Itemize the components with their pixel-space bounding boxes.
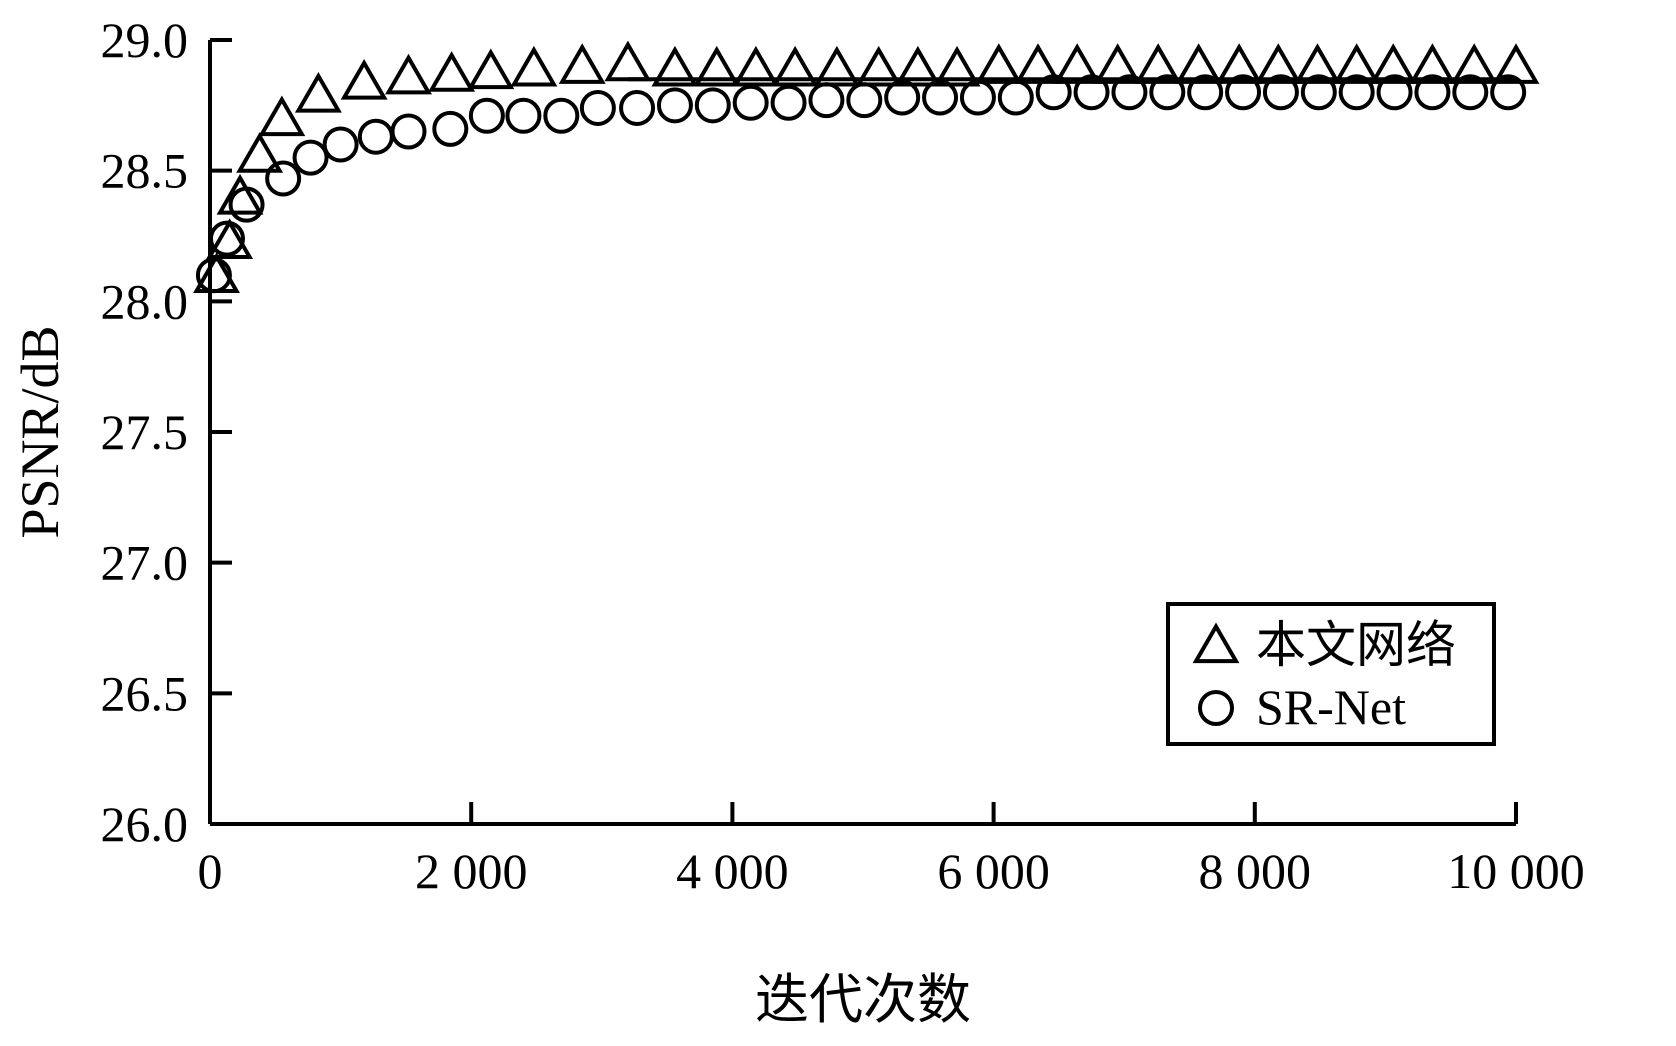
circle-point xyxy=(543,97,580,134)
triangle-point xyxy=(975,43,1023,84)
x-tick-label: 4 000 xyxy=(676,843,789,899)
x-ticks: 0 2 000 4 000 6 000 8 000 10 000 xyxy=(198,802,1585,899)
triangle-point xyxy=(1408,43,1456,84)
triangle-point xyxy=(732,45,780,87)
triangle-point xyxy=(236,132,284,173)
triangle-point xyxy=(216,173,264,215)
triangle-point xyxy=(1492,43,1540,84)
circle-point xyxy=(265,160,302,197)
circle-point xyxy=(505,97,542,134)
circle-point xyxy=(390,113,427,150)
triangle-point xyxy=(933,45,981,87)
triangle-point xyxy=(604,40,652,82)
circle-point xyxy=(846,82,883,119)
legend-triangle-marker xyxy=(1192,622,1240,664)
triangle-point xyxy=(428,51,476,92)
x-tick-label: 6 000 xyxy=(937,843,1050,899)
triangle-point xyxy=(1294,43,1341,84)
y-tick-label: 26.0 xyxy=(101,796,189,852)
triangle-point xyxy=(651,45,699,87)
circle-point xyxy=(1149,74,1186,111)
axes: 26.0 26.5 27.0 27.5 28.0 28.5 29.0 0 2 000 4 000… xyxy=(101,12,1585,899)
circle-point xyxy=(432,110,469,147)
y-tick-label: 26.5 xyxy=(101,665,189,721)
circle-point xyxy=(357,118,394,155)
triangle-point xyxy=(467,48,515,90)
triangle-point xyxy=(771,45,819,87)
triangle-point xyxy=(1014,43,1062,84)
legend-circle-marker xyxy=(1198,690,1234,726)
triangle-point xyxy=(340,58,388,100)
triangle-point xyxy=(693,45,741,87)
triangle-point xyxy=(206,218,254,260)
circle-point xyxy=(195,257,232,294)
triangle-point xyxy=(1215,43,1263,84)
series-0 xyxy=(193,40,1540,293)
circle-point xyxy=(208,220,245,257)
legend-label-0: 本文网络 xyxy=(1256,617,1456,673)
triangle-point xyxy=(894,45,942,87)
circle-point xyxy=(997,79,1034,116)
circle-point xyxy=(1073,74,1110,111)
legend-label-1: SR-Net xyxy=(1256,679,1406,735)
circle-point xyxy=(884,79,921,116)
series-layer xyxy=(193,40,1540,294)
circle-point xyxy=(228,186,265,223)
y-tick-label: 28.5 xyxy=(101,143,189,199)
circle-point xyxy=(694,87,731,124)
circle-point xyxy=(1187,74,1224,111)
triangle-point xyxy=(1450,43,1498,84)
circle-point xyxy=(1225,74,1262,111)
triangle-point xyxy=(1333,43,1381,84)
circle-point xyxy=(1035,74,1072,111)
circle-point xyxy=(1490,74,1527,111)
y-tick-label: 29.0 xyxy=(101,12,189,68)
circle-point xyxy=(468,97,505,134)
triangle-point xyxy=(813,45,861,87)
triangle-point xyxy=(385,53,432,95)
series-1 xyxy=(195,74,1527,294)
y-tick-label: 28.0 xyxy=(101,273,189,329)
triangle-point xyxy=(510,45,558,87)
circle-point xyxy=(322,126,359,163)
circle-point xyxy=(959,79,996,116)
x-tick-label: 2 000 xyxy=(415,843,528,899)
circle-point xyxy=(1338,74,1375,111)
triangle-point xyxy=(294,72,342,113)
triangle-point xyxy=(1175,43,1223,84)
circle-point xyxy=(922,79,959,116)
circle-point xyxy=(770,84,807,121)
y-tick-label: 27.5 xyxy=(101,404,189,460)
circle-point xyxy=(808,82,845,119)
triangle-point xyxy=(258,95,306,137)
circle-point xyxy=(1300,74,1337,111)
circle-point xyxy=(292,139,329,176)
circle-point xyxy=(1452,74,1489,111)
circle-point xyxy=(1262,74,1299,111)
y-tick-label: 27.0 xyxy=(101,535,189,591)
x-tick-label: 8 000 xyxy=(1199,843,1312,899)
y-ticks: 26.0 26.5 27.0 27.5 28.0 28.5 29.0 xyxy=(101,12,232,852)
x-tick-label: 10 000 xyxy=(1447,843,1585,899)
circle-point xyxy=(579,89,616,126)
circle-point xyxy=(656,87,693,124)
circle-point xyxy=(1111,74,1148,111)
triangle-point xyxy=(1134,43,1182,84)
circle-point xyxy=(732,84,769,121)
triangle-point xyxy=(1369,43,1417,84)
circle-point xyxy=(1376,74,1413,111)
x-tick-label: 0 xyxy=(198,843,223,899)
triangle-point xyxy=(558,43,606,84)
x-axis-title: 迭代次数 xyxy=(755,970,971,1030)
legend: 本文网络 SR-Net xyxy=(1166,602,1496,746)
y-axis-title: PSNR/dB xyxy=(10,325,70,538)
circle-point xyxy=(1414,74,1451,111)
triangle-point xyxy=(855,45,903,87)
circle-point xyxy=(619,89,656,126)
triangle-point xyxy=(1254,43,1302,84)
